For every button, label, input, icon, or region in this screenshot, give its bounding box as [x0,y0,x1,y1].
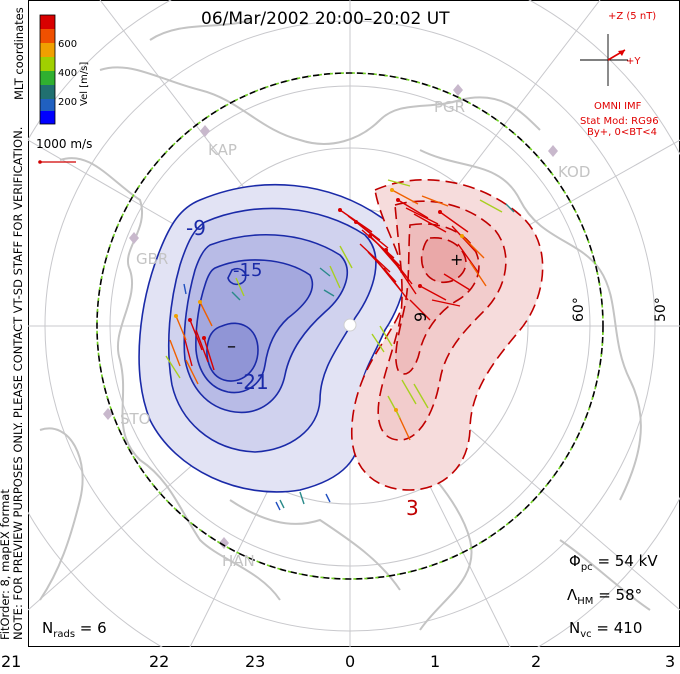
vectors-fast [183,199,479,371]
mlt-tick-23: 23 [245,652,266,671]
contour-label-21: -21 [236,370,269,394]
imf-plus-y: +Y [626,56,641,67]
preview-note: NOTE: FOR PREVIEW PURPOSES ONLY. PLEASE … [11,126,25,640]
nvc-subscript: vc [580,629,592,640]
colorbar-tick-200: 200 [58,97,78,108]
hm-boundary [96,72,604,580]
lambda-symbol: Λ [567,586,578,604]
nrads-symbol: N [42,619,54,637]
vector-dots-orange [174,188,464,412]
colorbar-label: Vel [m/s] [79,61,90,106]
vectors-blue [183,283,331,511]
nrads-value: = 6 [75,619,107,637]
station-pgr: PGR [434,98,466,116]
stat-model: Stat Mod: RG96 [580,116,659,127]
mlt-tick-0: 0 [345,652,356,671]
station-han: HAN [222,552,255,570]
colorbar [39,14,56,125]
colorbar-ticks: 600 400 200 [58,35,77,113]
station-kod: KOD [558,163,591,181]
negative-cell [138,183,407,493]
lat-label-60: 60° [571,297,587,322]
mlt-tick-21: 21 [1,652,22,671]
potential-min-marker: – [227,336,236,357]
vector-dots [188,198,442,340]
stat-lambda-hm: ΛHM = 58° [567,586,642,607]
velocity-vectors [165,179,515,511]
coords-label: MLT coordinates [12,7,26,100]
stat-n-rads: Nrads = 6 [42,619,107,640]
positive-cell [350,179,544,491]
mlt-tick-1: 1 [430,652,441,671]
imf-plus-z: +Z (5 nT) [608,11,657,22]
stat-n-vc: Nvc = 410 [569,619,642,640]
magnetic-pole [343,318,357,332]
station-kap: KAP [208,141,237,159]
contour-label-15: -15 [233,260,263,281]
colorbar-tick-400: 400 [58,68,78,79]
colorbar-tick-600: 600 [58,39,78,50]
convection-map [28,0,680,647]
mlt-tick-3: 3 [665,652,676,671]
map-frame: 06/Mar/2002 20:00–20:02 UT 600 400 200 V… [0,0,680,647]
potential-max-marker: + [450,250,464,269]
station-gbr: GBR [136,250,169,268]
nvc-value: = 410 [591,619,643,637]
vectors-green [165,179,503,419]
nrads-subscript: rads [53,629,76,640]
imf-dial [580,34,628,86]
vectors-teal [231,203,515,509]
lambda-value: = 58° [593,586,643,604]
vector-scale-label: 1000 m/s [36,137,93,151]
mlt-tick-2: 2 [531,652,542,671]
lat-label-50: 50° [653,297,669,322]
contour-label-9: -9 [186,216,206,240]
imf-source: OMNI IMF [594,101,642,112]
scale-vector-dot [38,160,42,164]
phi-subscript: pc [580,562,593,573]
mlt-tick-22: 22 [149,652,170,671]
stat-phi-pc: Φpc = 54 kV [569,552,658,573]
contour-label-9-pos: 9 [411,311,430,322]
station-sto: STO [120,410,151,428]
station-markers [103,84,558,549]
stat-model-conditions: By+, 0<BT<4 [587,127,657,138]
nvc-symbol: N [569,619,581,637]
contour-label-3: 3 [406,496,419,520]
lambda-subscript: HM [577,596,594,607]
phi-value: = 54 kV [592,552,658,570]
plot-title: 06/Mar/2002 20:00–20:02 UT [201,9,450,29]
phi-symbol: Φ [569,552,581,570]
